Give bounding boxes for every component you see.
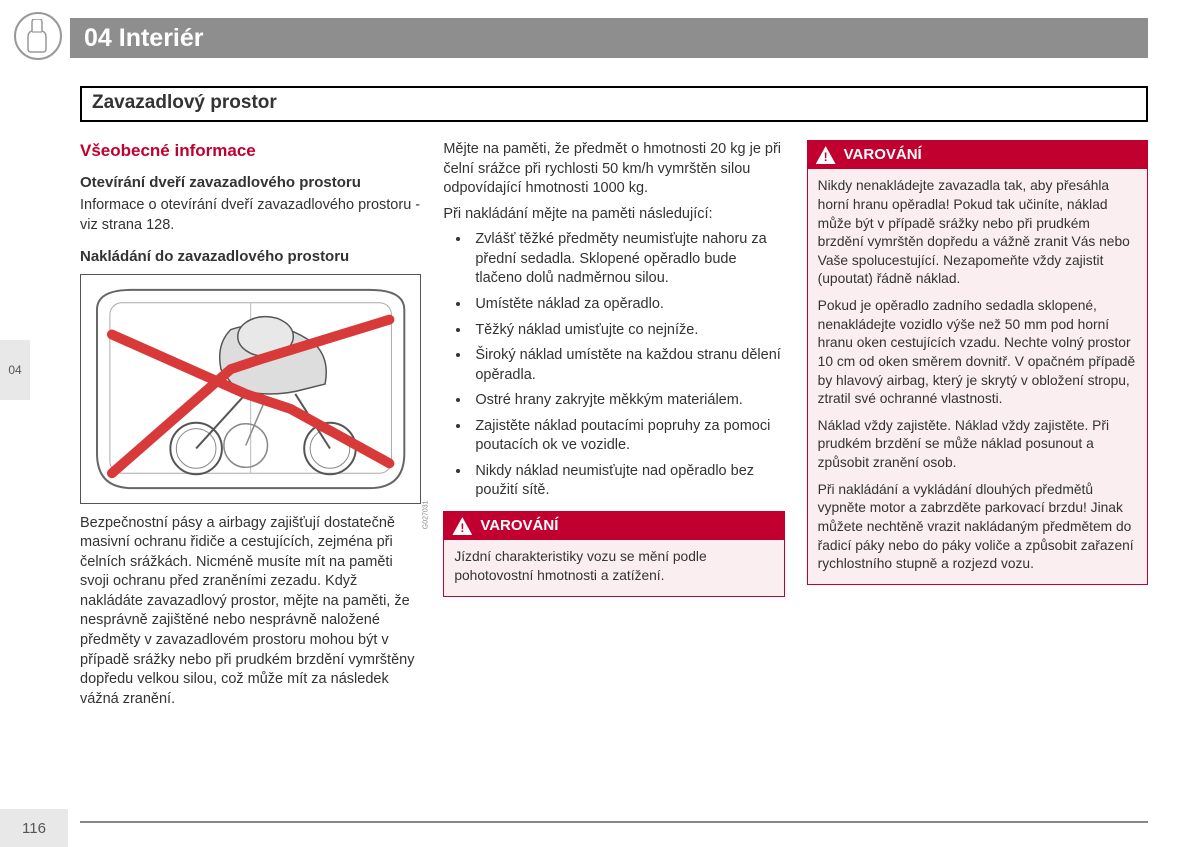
warning-icon: !: [816, 146, 836, 164]
warning-box: ! VAROVÁNÍ Nikdy nenakládejte zavazadla …: [807, 140, 1148, 585]
list-item: Umístěte náklad za opěradlo.: [471, 295, 784, 315]
figure-code: G027031: [421, 501, 430, 530]
seat-icon: [14, 12, 62, 60]
paragraph: Mějte na paměti, že předmět o hmotnosti …: [443, 140, 784, 199]
chapter-header: 04 Interiér: [70, 18, 1148, 58]
warning-header: ! VAROVÁNÍ: [444, 512, 783, 540]
list-item: Zajistěte náklad poutacími popruhy za po…: [471, 417, 784, 456]
side-tab: 04: [0, 340, 30, 400]
red-heading: Všeobecné informace: [80, 140, 421, 163]
list-item: Nikdy náklad neumisťujte nad opěradlo be…: [471, 462, 784, 501]
page-number: 116: [0, 809, 68, 847]
warning-body: Jízdní charakteristiky vozu se mění podl…: [444, 540, 783, 595]
column-1: Všeobecné informace Otevírání dveří zava…: [80, 140, 421, 797]
sub-heading-2: Nakládání do zavazadlového prostoru: [80, 247, 421, 267]
warning-icon: !: [452, 517, 472, 535]
sub-heading-1: Otevírání dveří zavazadlového prostoru: [80, 173, 421, 193]
warning-title: VAROVÁNÍ: [844, 145, 922, 165]
footer-rule: [80, 821, 1148, 823]
cargo-diagram: G027031: [80, 274, 421, 504]
paragraph: Bezpečnostní pásy a airbagy zajišťují do…: [80, 514, 421, 710]
content-area: Všeobecné informace Otevírání dveří zava…: [80, 140, 1148, 797]
warning-box: ! VAROVÁNÍ Jízdní charakteristiky vozu s…: [443, 511, 784, 597]
column-3: ! VAROVÁNÍ Nikdy nenakládejte zavazadla …: [807, 140, 1148, 797]
bullet-list: Zvlášť těžké předměty neumisťujte nahoru…: [443, 230, 784, 501]
list-item: Ostré hrany zakryjte měkkým materiálem.: [471, 391, 784, 411]
column-2: Mějte na paměti, že předmět o hmotnosti …: [443, 140, 784, 797]
section-title: Zavazadlový prostor: [92, 92, 277, 113]
paragraph: Informace o otevírání dveří zavazadlovéh…: [80, 196, 421, 235]
warning-title: VAROVÁNÍ: [480, 516, 558, 536]
paragraph: Při nakládání mějte na paměti následujíc…: [443, 205, 784, 225]
warning-body: Nikdy nenakládejte zavazadla tak, aby př…: [808, 169, 1147, 584]
list-item: Široký náklad umístěte na každou stranu …: [471, 346, 784, 385]
list-item: Zvlášť těžké předměty neumisťujte nahoru…: [471, 230, 784, 289]
chapter-title: 04 Interiér: [84, 24, 204, 53]
warning-header: ! VAROVÁNÍ: [808, 141, 1147, 169]
list-item: Těžký náklad umisťujte co nejníže.: [471, 321, 784, 341]
section-header: Zavazadlový prostor: [80, 86, 1148, 122]
